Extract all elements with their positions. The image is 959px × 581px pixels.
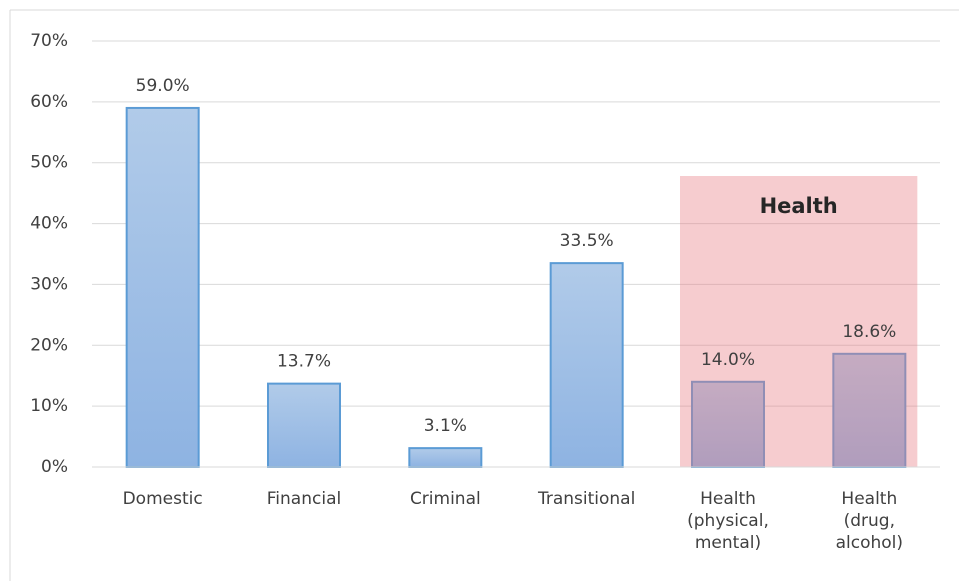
data-label: 3.1% xyxy=(424,416,467,436)
data-label: 33.5% xyxy=(560,231,614,251)
bar xyxy=(267,382,341,468)
y-tick-label: 50% xyxy=(30,153,68,173)
y-tick-label: 70% xyxy=(30,31,68,51)
x-tick-label: Domestic xyxy=(122,489,203,509)
data-label: 18.6% xyxy=(842,322,896,342)
y-tick-label: 10% xyxy=(30,396,68,416)
y-tick-label: 30% xyxy=(30,274,68,294)
bar xyxy=(691,380,765,468)
annotation-text: Health xyxy=(760,194,838,218)
y-tick-label: 20% xyxy=(30,335,68,355)
data-label: 59.0% xyxy=(136,76,190,96)
y-tick-label: 0% xyxy=(41,457,68,477)
bar xyxy=(408,447,483,468)
x-tick-label: Criminal xyxy=(409,489,481,509)
x-tick-label: Health (physical, mental) xyxy=(687,489,769,553)
x-tick-label: Health (drug, alcohol) xyxy=(835,489,904,553)
data-label: 14.0% xyxy=(701,350,755,370)
x-tick-label: Transitional xyxy=(537,489,636,509)
x-tick-label: Financial xyxy=(266,489,342,509)
annotation-box xyxy=(680,176,918,467)
y-tick-label: 60% xyxy=(30,92,68,112)
y-tick-label: 40% xyxy=(30,214,68,234)
bar xyxy=(832,352,907,469)
data-label: 13.7% xyxy=(277,352,331,372)
bar xyxy=(549,262,624,468)
bar xyxy=(125,106,200,468)
